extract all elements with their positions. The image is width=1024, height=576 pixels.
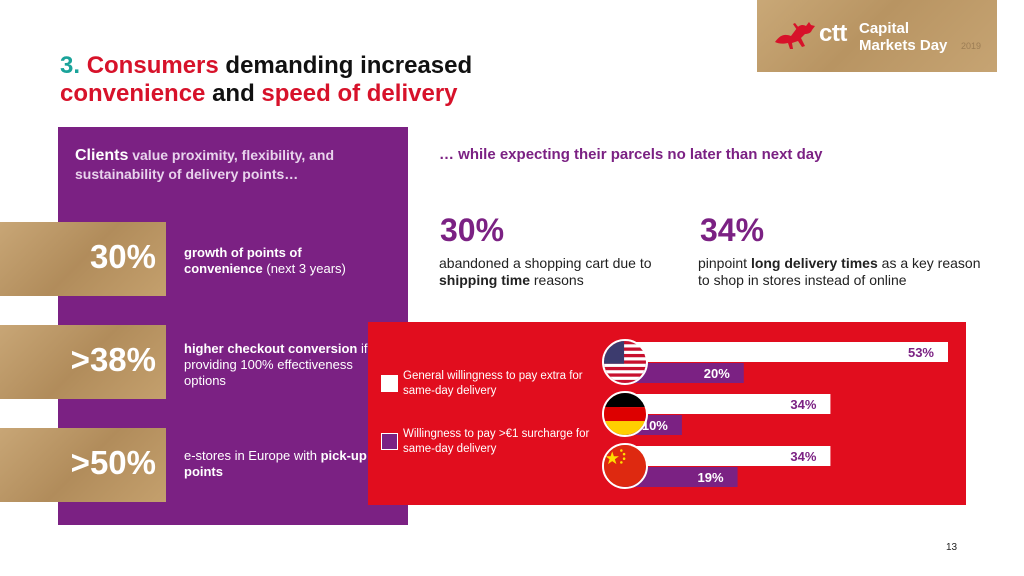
stat-card-2: >38% [0, 325, 166, 399]
stat-text-3: e-stores in Europe with pick-up points [184, 448, 367, 479]
horse-logo-icon [775, 22, 815, 49]
fact-2-value: 34% [700, 212, 765, 248]
germany-flag-icon [602, 391, 648, 437]
legend-swatch-general [381, 375, 398, 392]
event-year: 2019 [961, 41, 982, 51]
stat-text-1: growth of points of convenience (next 3 … [184, 245, 346, 276]
brand-banner: ctt Capital Markets Day 2019 [757, 0, 997, 72]
page-number: 13 [946, 542, 958, 553]
fact-2-text: pinpoint long delivery times as a key re… [698, 255, 981, 288]
page-title: 3. Consumers demanding increased conveni… [60, 52, 473, 107]
stat-card-1: 30% [0, 222, 166, 296]
stat-text-2: higher checkout conversion if providing … [184, 341, 368, 388]
stat-value: 30% [89, 238, 156, 275]
usa-flag-icon [602, 339, 648, 385]
chart-panel [368, 322, 966, 505]
delivery-subheading: … while expecting their parcels no later… [439, 146, 823, 163]
fact-1-value: 30% [440, 212, 505, 248]
stat-value: >50% [70, 444, 156, 481]
stat-value: >38% [70, 341, 156, 378]
stat-card-3: >50% [0, 428, 166, 502]
legend-label-surcharge: Willingness to pay >€1 surcharge for sam… [403, 428, 590, 455]
event-name: Capital Markets Day [859, 20, 948, 54]
legend-swatch-surcharge [381, 433, 398, 450]
legend-label-general: General willingness to pay extra for sam… [403, 370, 583, 397]
china-flag-icon [602, 443, 648, 489]
fact-1-text: abandoned a shopping cart due to shippin… [439, 255, 652, 288]
clients-heading: Clients value proximity, flexibility, an… [75, 147, 334, 182]
ctt-logo: ctt [819, 20, 847, 47]
